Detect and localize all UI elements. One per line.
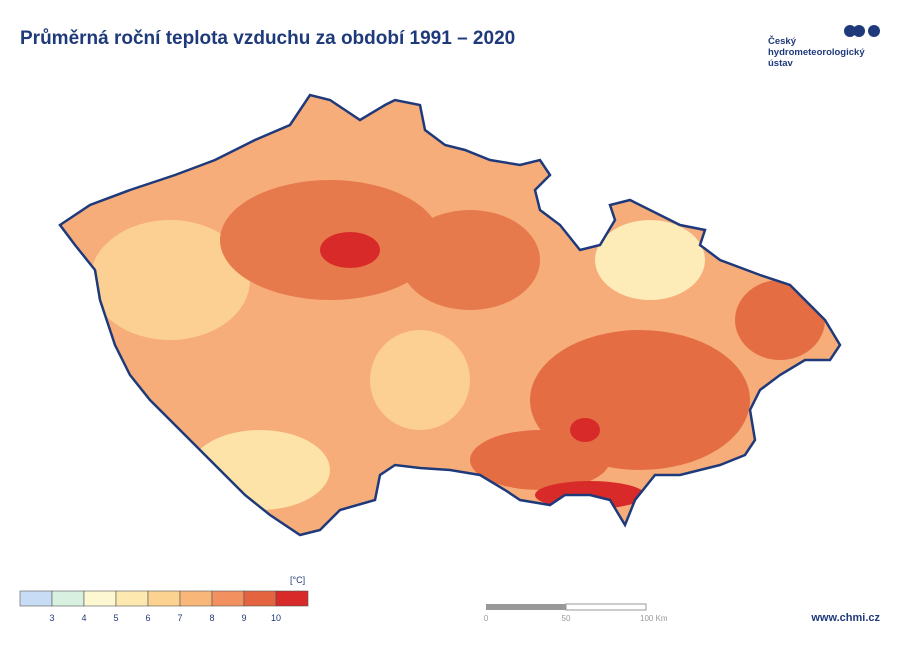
logo-text: Český [768, 35, 797, 47]
legend-label: 8 [209, 613, 214, 623]
scale-label: 0 [484, 614, 489, 623]
legend-label: 3 [49, 613, 54, 623]
legend-label: 10 [271, 613, 281, 623]
title: Průměrná roční teplota vzduchu za období… [20, 28, 515, 49]
legend: 3 4 5 6 7 8 9 10 [19, 590, 309, 623]
legend-unit: [°C] [290, 575, 305, 585]
scale-bar [565, 603, 647, 611]
legend-label: 5 [113, 613, 118, 623]
scale-label: 100 Km [640, 614, 668, 623]
legend-label: 4 [81, 613, 86, 623]
legend-label: 7 [177, 613, 182, 623]
logo-mark [844, 25, 856, 37]
legend-swatch [211, 590, 245, 607]
legend-swatch [115, 590, 149, 607]
logo-text: hydrometeorologický [768, 47, 865, 58]
temperature-surface [60, 95, 840, 535]
scale-bar [486, 604, 566, 610]
legend-label: 9 [241, 613, 246, 623]
website: www.chmi.cz [810, 612, 880, 624]
legend-swatch [179, 590, 213, 607]
legend-swatch [51, 590, 85, 607]
legend-swatch [147, 590, 181, 607]
scale-label: 50 [562, 614, 571, 623]
legend-swatch [275, 590, 309, 607]
logo-text: ústav [768, 58, 794, 69]
legend-label: 6 [145, 613, 150, 623]
legend-swatch [19, 590, 53, 607]
legend-swatch [83, 590, 117, 607]
logo-mark [853, 25, 865, 37]
legend-swatch [243, 590, 277, 607]
logo-mark [868, 25, 880, 37]
